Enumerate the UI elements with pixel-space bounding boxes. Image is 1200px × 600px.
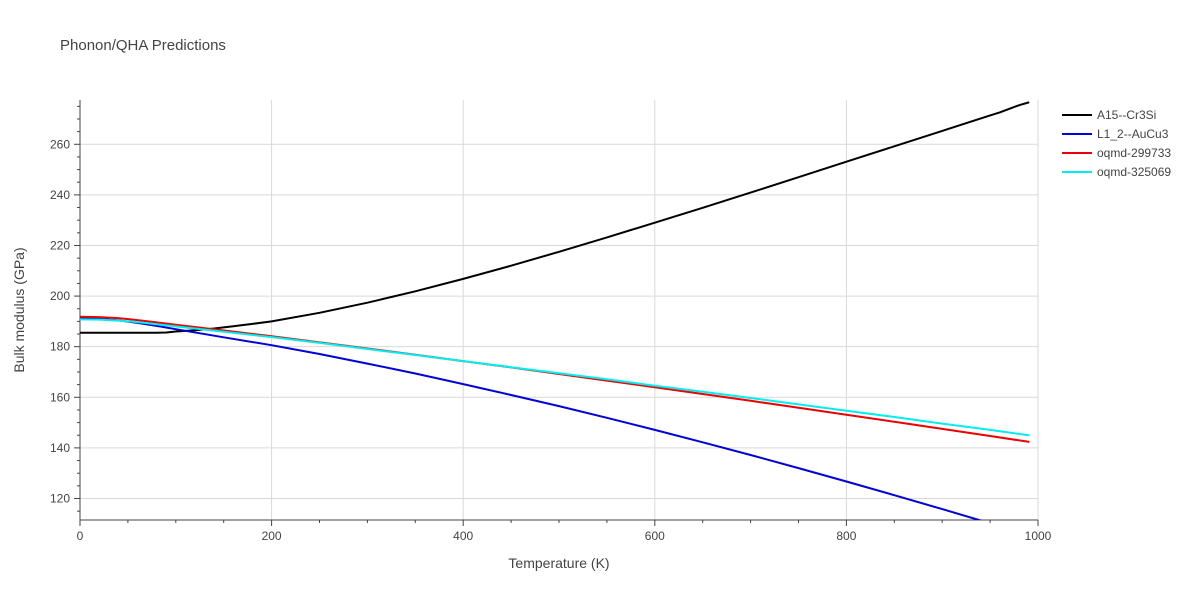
axes: 0 200 400 600 800 1000 120 140 160 180 200 220 240 26… bbox=[50, 100, 1052, 543]
y-axis-title: Bulk modulus (GPa) bbox=[11, 247, 27, 372]
y-tick-label: 200 bbox=[50, 289, 70, 303]
y-tick-label: 180 bbox=[50, 340, 70, 354]
x-axis-title: Temperature (K) bbox=[508, 555, 609, 571]
y-tick-label: 260 bbox=[50, 137, 70, 151]
legend-label: A15--Cr3Si bbox=[1097, 108, 1156, 122]
series-line-4[interactable] bbox=[80, 318, 1030, 437]
y-tick-label: 220 bbox=[50, 238, 70, 252]
legend-item[interactable]: oqmd-325069 bbox=[1062, 165, 1171, 179]
y-tick-label: 240 bbox=[50, 188, 70, 202]
legend-label: L1_2--AuCu3 bbox=[1097, 127, 1169, 141]
x-tick-label: 600 bbox=[645, 529, 665, 543]
x-tick-label: 400 bbox=[453, 529, 473, 543]
x-tick-label: 1000 bbox=[1025, 529, 1052, 543]
legend-item[interactable]: L1_2--AuCu3 bbox=[1062, 127, 1169, 141]
legend-label: oqmd-299733 bbox=[1097, 146, 1171, 160]
x-tick-label: 200 bbox=[262, 529, 282, 543]
plot-area bbox=[80, 101, 1030, 534]
legend[interactable]: A15--Cr3Si L1_2--AuCu3 oqmd-299733 oqmd-325… bbox=[1062, 108, 1171, 179]
y-tick-label: 140 bbox=[50, 441, 70, 455]
legend-label: oqmd-325069 bbox=[1097, 165, 1171, 179]
series-line-1[interactable] bbox=[80, 101, 1030, 334]
y-tick-label: 160 bbox=[50, 390, 70, 404]
legend-item[interactable]: oqmd-299733 bbox=[1062, 146, 1171, 160]
gridlines bbox=[80, 100, 1039, 520]
y-tick-label: 120 bbox=[50, 491, 70, 505]
chart-title: Phonon/QHA Predictions bbox=[60, 37, 226, 54]
legend-item[interactable]: A15--Cr3Si bbox=[1062, 108, 1156, 122]
x-tick-label: 800 bbox=[836, 529, 856, 543]
series-line-2[interactable] bbox=[80, 317, 1028, 534]
x-tick-label: 0 bbox=[77, 529, 84, 543]
series-line-3[interactable] bbox=[80, 315, 1030, 443]
